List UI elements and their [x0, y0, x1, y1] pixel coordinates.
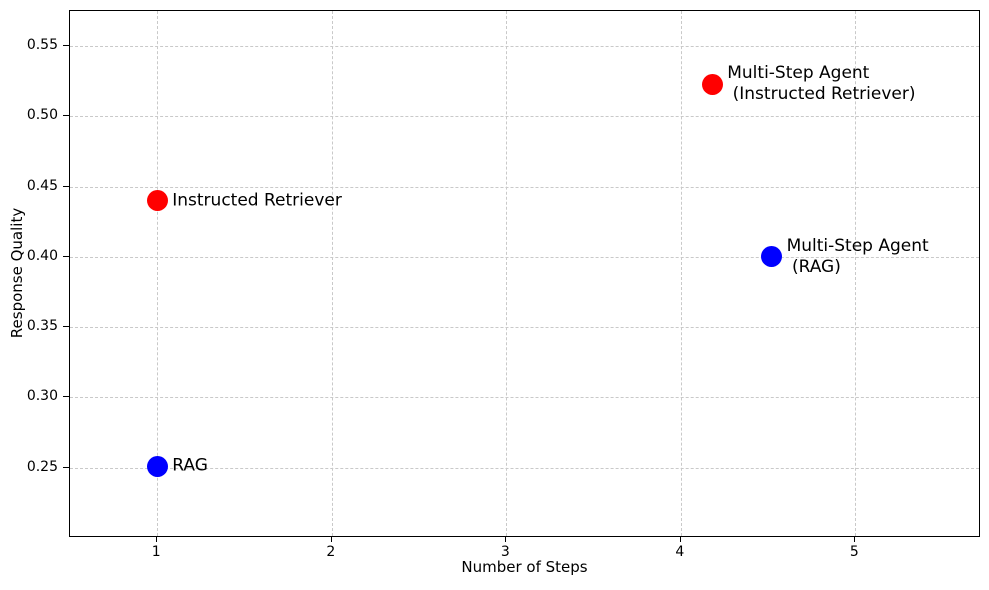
horizontal-gridline [70, 397, 979, 399]
vertical-gridline [506, 11, 508, 536]
point-label-line: Multi-Step Agent [786, 235, 929, 256]
point-label-multi-step-agent-rag: Multi-Step Agent (RAG) [787, 236, 929, 278]
y-tick-label: 0.25 [26, 458, 58, 475]
y-tick-label: 0.35 [26, 318, 58, 335]
y-axis-tick [63, 185, 69, 187]
y-tick-label: 0.40 [26, 247, 58, 264]
x-tick-label: 4 [675, 544, 685, 560]
x-axis-tick [330, 537, 332, 542]
y-axis-tick [63, 466, 69, 468]
y-axis-tick [63, 45, 69, 47]
y-tick-label: 0.55 [26, 37, 58, 54]
y-axis-title: Response Quality [8, 207, 26, 339]
y-tick-label: 0.50 [26, 107, 58, 124]
x-axis-title: Number of Steps [461, 558, 588, 576]
horizontal-gridline [70, 116, 979, 118]
y-axis-tick [63, 255, 69, 257]
x-axis-tick [679, 537, 681, 542]
horizontal-gridline [70, 327, 979, 329]
data-point-rag [146, 455, 168, 477]
y-axis-tick [63, 115, 69, 117]
x-tick-label: 1 [151, 544, 161, 560]
point-label-rag: RAG [172, 456, 208, 477]
point-label-line: (Instructed Retriever) [727, 84, 916, 105]
x-tick-label: 2 [326, 544, 336, 560]
horizontal-gridline [70, 186, 979, 188]
vertical-gridline [331, 11, 333, 536]
y-axis-tick [63, 326, 69, 328]
vertical-gridline [680, 11, 682, 536]
plot-area: RAG Instructed Retriever Multi-Step Agent … [69, 10, 980, 537]
point-label-line: RAG [172, 455, 208, 476]
x-tick-label: 3 [500, 544, 510, 560]
horizontal-gridline [70, 46, 979, 48]
horizontal-gridline [70, 467, 979, 469]
vertical-gridline [855, 11, 857, 536]
x-tick-label: 5 [849, 544, 859, 560]
y-tick-label: 0.30 [26, 388, 58, 405]
data-point-instructed-retriever [146, 190, 168, 212]
point-label-instructed-retriever: Instructed Retriever [172, 190, 342, 211]
horizontal-gridline [70, 256, 979, 258]
vertical-gridline [157, 11, 159, 536]
x-axis-tick [505, 537, 507, 542]
point-label-line: Instructed Retriever [172, 190, 342, 211]
point-label-line: (RAG) [786, 256, 841, 277]
y-tick-label: 0.45 [26, 177, 58, 194]
data-point-multi-step-agent-rag [761, 246, 783, 268]
x-axis-tick [156, 537, 158, 542]
point-label-multi-step-agent-instructed-retriever: Multi-Step Agent (Instructed Retriever) [727, 63, 915, 105]
point-label-line: Multi-Step Agent [727, 63, 870, 84]
data-point-multi-step-agent-instructed-retriever [701, 73, 723, 95]
x-axis-tick [854, 537, 856, 542]
y-axis-tick [63, 396, 69, 398]
